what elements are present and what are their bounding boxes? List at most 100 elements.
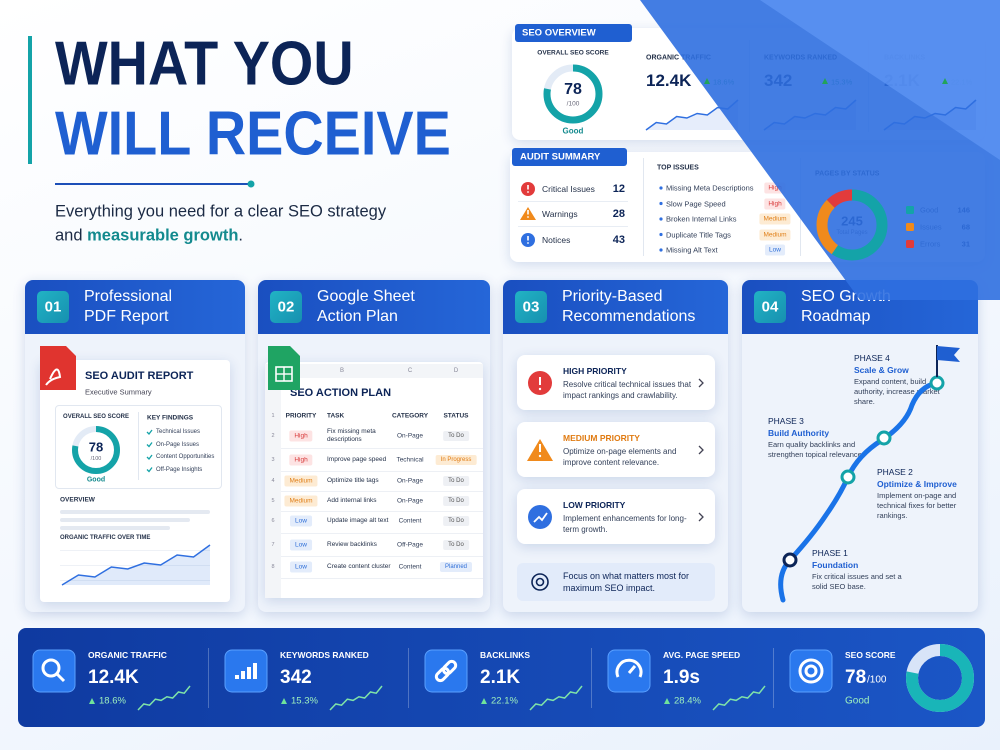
card-number: 01 xyxy=(44,298,62,316)
chart-grid xyxy=(60,580,210,581)
text: LOW PRIORITY xyxy=(563,500,626,510)
badge: High xyxy=(289,430,313,442)
row-divider xyxy=(281,533,483,534)
text: On-Page xyxy=(396,432,424,440)
row-divider xyxy=(281,511,483,512)
card-title: Priority-Based xyxy=(562,288,663,305)
sparkline xyxy=(712,685,766,711)
milestone xyxy=(782,552,798,568)
card-number: 02 xyxy=(277,298,295,316)
icon-glyph xyxy=(804,664,818,678)
text: 5 xyxy=(271,498,275,504)
subtitle: Everything you need for a clear SEO stra… xyxy=(55,202,387,221)
icon-glyph xyxy=(434,666,451,683)
text: KEYWORDS RANKED xyxy=(280,650,369,660)
text: PHASE 4 xyxy=(854,353,890,363)
milestone xyxy=(840,469,856,485)
text: Warnings xyxy=(542,209,578,219)
up-arrow xyxy=(481,698,487,704)
number-box xyxy=(37,291,69,323)
text: B xyxy=(339,368,345,374)
icon-glyph xyxy=(798,658,824,684)
text: Missing Alt Text xyxy=(666,245,718,255)
placeholder-line xyxy=(60,518,190,522)
text: Fix missing meta descriptions xyxy=(327,428,376,443)
icon-glyph xyxy=(527,185,529,190)
sparkline xyxy=(137,685,191,711)
check xyxy=(146,454,153,460)
text: Focus on what matters most for maximum S… xyxy=(563,571,690,593)
text: HIGH PRIORITY xyxy=(563,366,627,376)
tab-label: SEO OVERVIEW xyxy=(522,27,596,39)
text: Earn quality backlinks and strengthen to… xyxy=(768,440,864,459)
card-title: PDF Report xyxy=(84,308,169,325)
row-divider xyxy=(518,226,628,227)
bullet xyxy=(659,232,663,237)
column-header-label: PRIORITY xyxy=(285,412,317,420)
up-arrow xyxy=(822,78,828,84)
icon-glyph xyxy=(527,210,529,215)
text: Implement enhancements for long-term gro… xyxy=(563,514,687,534)
chart-grid xyxy=(60,565,210,566)
target-icon xyxy=(535,577,545,587)
column-header xyxy=(265,364,483,378)
bullet xyxy=(659,248,663,252)
text: Optimize on-page elements and improve co… xyxy=(563,447,677,467)
icon-box xyxy=(789,649,833,693)
badge: High xyxy=(764,182,786,194)
text: Optimize & Improve xyxy=(877,479,957,489)
card-title: Action Plan xyxy=(317,308,398,325)
badge: In Progress xyxy=(435,455,477,465)
bullet xyxy=(659,186,663,190)
chevron xyxy=(698,512,704,522)
text: Add internal links xyxy=(327,497,377,504)
text: Foundation xyxy=(812,560,859,570)
row-divider xyxy=(281,470,483,472)
milestone xyxy=(929,375,945,391)
row-number-col xyxy=(265,378,281,598)
icon-glyph xyxy=(538,387,542,391)
text: Missing Meta Descriptions xyxy=(666,183,754,193)
icon-glyph xyxy=(527,216,529,218)
text: 6 xyxy=(271,518,275,524)
icon-glyph xyxy=(539,377,541,385)
text: Content xyxy=(398,563,422,571)
icon-glyph xyxy=(241,671,245,679)
text: Off-Page xyxy=(397,541,423,549)
badge: To Do xyxy=(443,496,469,506)
badge: Low xyxy=(290,561,312,573)
row-divider xyxy=(281,491,483,492)
sparkline-area xyxy=(62,545,210,585)
bullet xyxy=(659,217,663,221)
legend-swatch xyxy=(906,223,914,231)
text: Review backlinks xyxy=(327,541,377,548)
up-arrow xyxy=(281,698,287,704)
text: Notices xyxy=(542,235,571,245)
icon-glyph xyxy=(41,658,61,678)
col-divider xyxy=(138,412,139,480)
subtitle-part: and xyxy=(55,226,88,245)
text: Expand content, build authority, increas… xyxy=(854,377,940,406)
chevron xyxy=(698,445,704,455)
text: 3 xyxy=(271,457,275,463)
text: SEO AUDIT REPORT xyxy=(85,370,194,382)
text: On-Page Issues xyxy=(156,441,200,448)
pdf-glyph xyxy=(45,368,62,386)
sparkline xyxy=(329,685,383,711)
card-title: Recommendations xyxy=(562,308,696,325)
card-title: Professional xyxy=(84,288,173,305)
bar-divider xyxy=(773,648,774,708)
up-arrow xyxy=(664,698,670,704)
text: Good xyxy=(562,126,584,136)
column-header-label: TASK xyxy=(327,412,345,420)
up-arrow xyxy=(89,698,95,704)
badge: To Do xyxy=(443,476,469,486)
row-divider xyxy=(281,578,483,579)
card-number: 04 xyxy=(761,298,779,316)
row-divider xyxy=(281,448,483,449)
text: 12.4K xyxy=(646,71,692,90)
icon-glyph xyxy=(55,672,66,683)
text: Slow Page Speed xyxy=(666,199,726,208)
score: 78 xyxy=(845,667,867,688)
legend-swatch xyxy=(906,206,914,214)
